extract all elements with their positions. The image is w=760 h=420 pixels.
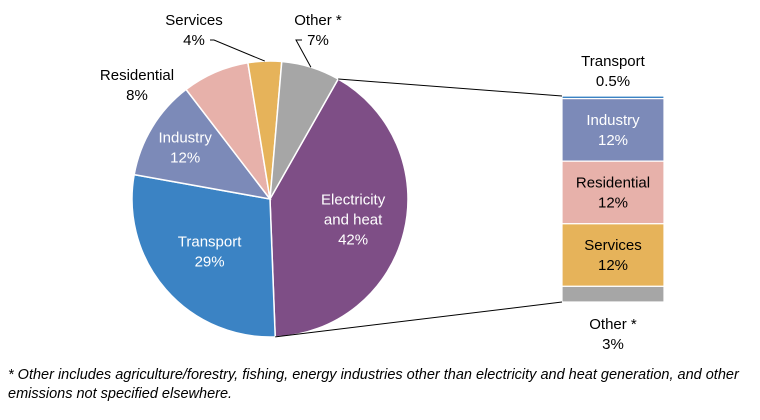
pie-slice-industry [133, 88, 272, 201]
pie-label-services: Services 4% [165, 12, 223, 49]
connector-line-top [338, 78, 563, 97]
leader-line-other [295, 39, 312, 68]
chart-svg: Electricity and heat 42% Transport 29% Indust… [100, 12, 665, 353]
bar-label-industry: Industry 12% [586, 112, 640, 149]
bar-label-transport: Transport 0.5% [581, 53, 645, 90]
pie-label-transport: Transport 29% [178, 233, 242, 270]
pie-label-other: Other * 7% [294, 12, 342, 49]
bar-label-other: Other * 3% [589, 316, 637, 353]
pie-of-bar-chart: Electricity and heat 42% Transport 29% Indust… [100, 12, 665, 353]
pie-slice-transport [131, 173, 276, 338]
footnote: * Other includes agriculture/forestry, f… [8, 367, 739, 402]
bar-label-residential: Residential 12% [576, 174, 650, 211]
connector-line-bottom [275, 301, 563, 338]
pie-label-industry: Industry 12% [158, 129, 212, 166]
bar-segment-residential [561, 160, 665, 225]
pie-label-residential: Residential 8% [100, 67, 174, 104]
pie-slice-electricity-and-heat [269, 77, 409, 338]
bar-segment-services [561, 223, 665, 287]
bar-segment-other [561, 285, 665, 303]
pie-slice-other [269, 60, 340, 200]
leader-line-services [210, 39, 265, 62]
bar-segment-industry [561, 98, 665, 162]
bar-label-services: Services 12% [584, 237, 642, 274]
pie-label-electricity-and-heat: Electricity and heat 42% [321, 191, 386, 248]
